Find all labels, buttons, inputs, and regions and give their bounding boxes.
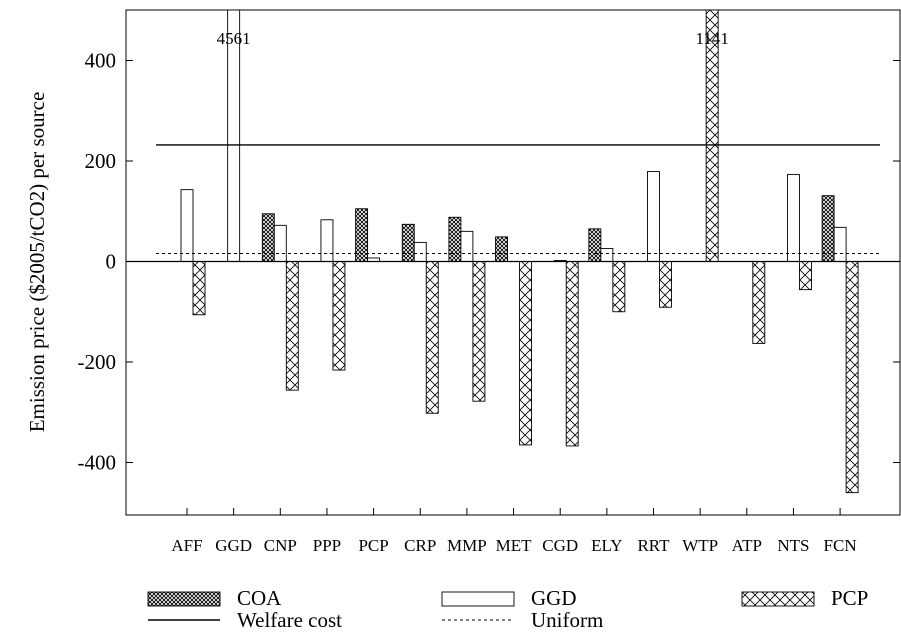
y-tick-label: -400 [78,451,117,475]
bar-pcp [425,261,439,414]
legend-label-uniform: Uniform [531,608,603,632]
bar-pcp [612,261,626,313]
x-tick-label: FCN [824,536,857,555]
y-tick-label: -200 [78,350,117,374]
plot-area [125,9,901,516]
bar-pcp [192,261,206,316]
legend-swatch-pcp [741,591,815,607]
x-tick-label: CNP [264,536,297,555]
annotations: 4561 1141 [217,29,729,48]
bar-ggd [460,230,474,262]
bar-pcp [565,261,579,447]
y-tick-label: 200 [85,149,117,173]
x-tick-label: GGD [215,536,252,555]
y-tick-label: 400 [85,49,117,73]
y-axis-label: Emission price ($2005/tCO2) per source [25,92,49,433]
bar-coa [495,236,508,262]
legend-swatch-ggd [441,591,515,607]
bar-pcp [332,261,346,371]
bar-coa [401,223,415,262]
x-tick-label: MMP [447,536,487,555]
bars [180,9,859,494]
bar-pcp [659,261,672,308]
bar-ggd [600,247,614,262]
bar-value-label: 1141 [695,29,728,48]
legend-label-coa: COA [237,586,282,610]
x-tick-label: ATP [732,536,762,555]
bar-coa [448,216,462,262]
x-tick-label: PPP [313,536,341,555]
bar-ggd [320,219,334,262]
x-tick-label: WTP [682,536,718,555]
bar-ggd [273,224,287,262]
bar-value-label: 4561 [217,29,251,48]
bar-pcp [285,261,299,391]
x-tick-label: MET [496,536,533,555]
bar-coa [261,213,275,262]
legend-swatch-coa [147,591,221,607]
bar-pcp [752,261,766,344]
bar-ggd [647,171,660,262]
x-tick-label: CGD [542,536,578,555]
y-tick-label: 0 [106,250,117,274]
x-tick-label: AFF [171,536,202,555]
reference-lines [126,144,900,263]
bar-ggd [833,226,847,262]
bar-pcp [519,261,532,446]
x-tick-label: CRP [404,536,436,555]
x-tick-label: ELY [591,536,622,555]
bar-ggd [787,174,800,262]
legend: COA GGD PCP Welfare cost Uniform [147,586,868,632]
x-tick-label: NTS [777,536,809,555]
legend-label-ggd: GGD [531,586,577,610]
bar-ggd [413,241,427,262]
bar-pcp [472,261,486,402]
x-axis: AFF GGD CNP PPP PCP CRP MMP MET CGD ELY RRT WTP ATP N… [171,508,857,555]
x-tick-label: PCP [358,536,388,555]
x-tick-label: RRT [637,536,670,555]
bar-ggd [180,189,194,262]
y-axis: -400 -200 0 200 400 [78,49,900,475]
bar-pcp [799,261,812,291]
bar-coa [821,195,835,262]
bar-coa [588,228,602,262]
legend-label-pcp: PCP [831,586,868,610]
bar-pcp [845,261,859,494]
legend-label-welfare-cost: Welfare cost [237,608,342,632]
